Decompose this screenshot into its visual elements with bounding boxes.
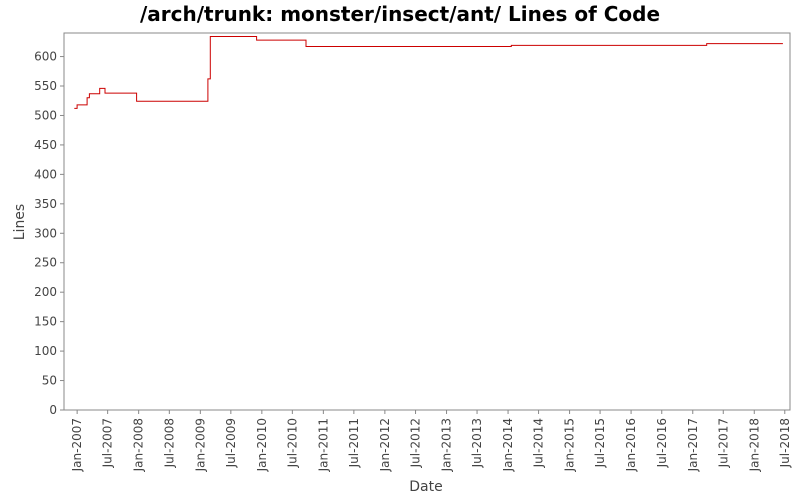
- x-tick-label: Jan-2008: [132, 418, 146, 472]
- x-tick-label: Jul-2015: [593, 418, 607, 468]
- y-tick-label: 250: [34, 256, 57, 270]
- x-tick-label: Jan-2010: [255, 418, 269, 472]
- x-tick-label: Jul-2009: [224, 418, 238, 468]
- x-tick-label: Jul-2010: [285, 418, 299, 468]
- series-line: [74, 36, 783, 109]
- chart-title: /arch/trunk: monster/insect/ant/ Lines o…: [139, 2, 661, 26]
- y-tick-label: 200: [34, 285, 57, 299]
- x-tick-label: Jan-2011: [316, 418, 330, 472]
- x-tick-label: Jul-2016: [655, 418, 669, 468]
- y-tick-label: 300: [34, 226, 57, 240]
- x-tick-label: Jan-2007: [70, 418, 84, 472]
- x-tick-label: Jul-2017: [716, 418, 730, 468]
- x-tick-label: Jul-2018: [778, 418, 792, 468]
- y-tick-label: 100: [34, 344, 57, 358]
- y-tick-label: 50: [42, 374, 57, 388]
- x-tick-label: Jul-2012: [409, 418, 423, 468]
- x-tick-label: Jul-2011: [347, 418, 361, 468]
- y-tick-label: 400: [34, 167, 57, 181]
- y-tick-label: 0: [49, 403, 57, 417]
- x-axis-title: Date: [409, 479, 442, 495]
- y-tick-label: 600: [34, 50, 57, 64]
- y-tick-label: 350: [34, 197, 57, 211]
- series-layer: [74, 36, 783, 109]
- y-tick-label: 550: [34, 79, 57, 93]
- x-tick-label: Jul-2013: [470, 418, 484, 468]
- x-tick-label: Jan-2018: [747, 418, 761, 472]
- y-axis-title: Lines: [12, 204, 28, 240]
- y-tick-label: 450: [34, 138, 57, 152]
- x-tick-label: Jan-2017: [686, 418, 700, 472]
- x-tick-label: Jan-2013: [440, 418, 454, 472]
- y-axis: 0 50 100 150 200 250 300 350 400 450 500 550 600: [34, 50, 64, 417]
- x-tick-label: Jul-2007: [101, 418, 115, 468]
- plot-area: [63, 32, 791, 411]
- y-tick-label: 500: [34, 108, 57, 122]
- x-tick-label: Jan-2014: [501, 418, 515, 472]
- x-tick-label: Jan-2009: [193, 418, 207, 472]
- x-tick-label: Jul-2014: [532, 418, 546, 468]
- x-axis: Jan-2007 Jul-2007 Jan-2008 Jul-2008 Jan-2009…: [70, 410, 792, 472]
- x-tick-label: Jan-2016: [624, 418, 638, 472]
- y-tick-label: 150: [34, 315, 57, 329]
- x-tick-label: Jan-2015: [563, 418, 577, 472]
- x-tick-label: Jan-2012: [378, 418, 392, 472]
- x-tick-label: Jul-2008: [162, 418, 176, 468]
